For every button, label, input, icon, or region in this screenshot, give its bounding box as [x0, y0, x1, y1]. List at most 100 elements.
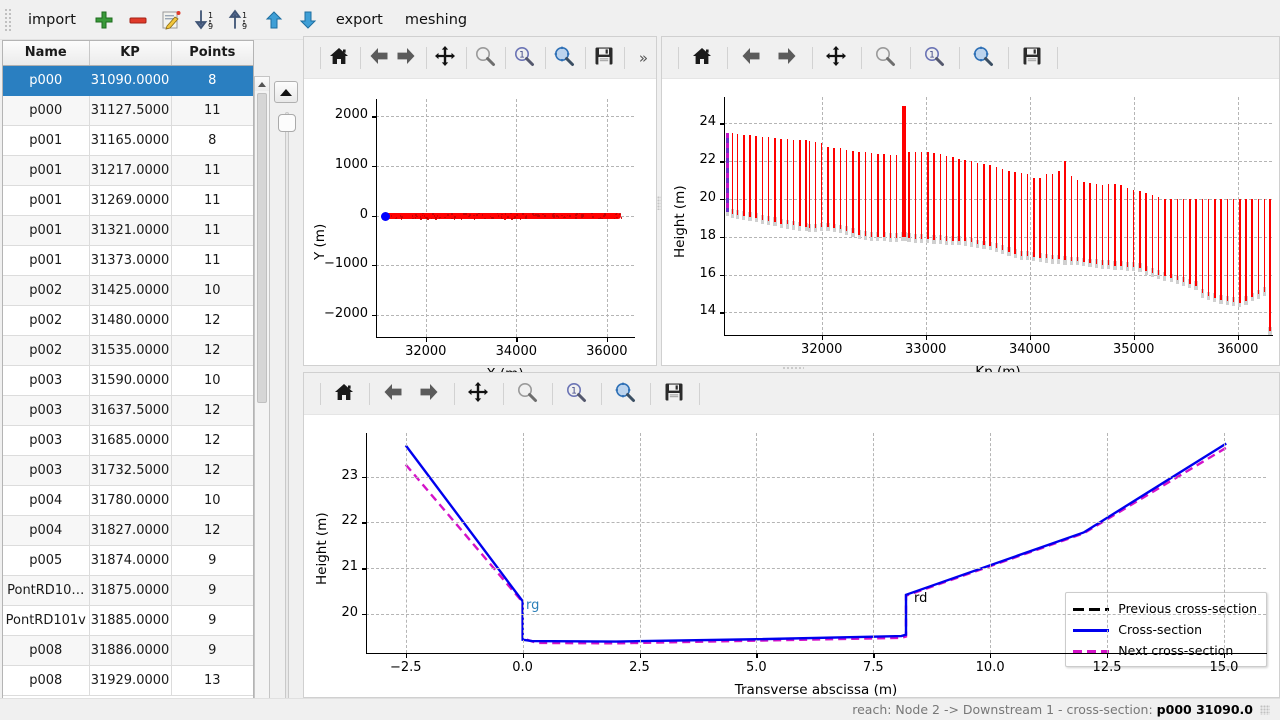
zoom-region-icon: [553, 45, 575, 70]
table-row[interactable]: p002 31535.0000 12: [3, 335, 253, 365]
move-up-button[interactable]: [257, 5, 291, 35]
zoom-button[interactable]: [868, 41, 902, 75]
zoom-region-button[interactable]: [608, 377, 642, 411]
profile-selected-section: [726, 133, 729, 212]
toolbar-drag-grip[interactable]: [3, 7, 12, 33]
cell-kp: 31885.0000: [89, 605, 171, 635]
home-button[interactable]: [327, 41, 352, 75]
slider-groove[interactable]: [285, 112, 289, 710]
add-cross-section-button[interactable]: [87, 5, 121, 35]
longitudinal-profile-toolbar: 1: [662, 37, 1279, 79]
zoom-button[interactable]: [510, 377, 544, 411]
edit-cross-section-button[interactable]: [155, 5, 189, 35]
table-row[interactable]: p002 31425.0000 10: [3, 275, 253, 305]
toolbar-separator: [650, 383, 651, 405]
table-row[interactable]: p000 31127.5000 11: [3, 95, 253, 125]
profile-cross-section-bar: [809, 141, 811, 228]
home-button[interactable]: [685, 41, 719, 75]
table-row[interactable]: p005 31874.0000 9: [3, 545, 253, 575]
column-header-name[interactable]: Name: [3, 41, 89, 65]
save-figure-button[interactable]: [657, 377, 691, 411]
forward-button[interactable]: [393, 41, 418, 75]
plan-view-point: [437, 215, 439, 217]
profile-cross-section-bar: [952, 157, 954, 240]
toolbar-overflow-button[interactable]: »: [631, 49, 656, 67]
legend-label-next: Next cross-section: [1118, 643, 1233, 658]
column-header-kp[interactable]: KP: [89, 41, 171, 65]
meshing-button[interactable]: meshing: [394, 8, 478, 32]
table-row[interactable]: p008 31886.0000 9: [3, 635, 253, 665]
table-row[interactable]: p001 31269.0000 11: [3, 185, 253, 215]
zoom-reset-button[interactable]: 1: [559, 377, 593, 411]
sort-descending-button[interactable]: 1 9: [189, 5, 223, 35]
plan-view-point: [504, 219, 506, 221]
tick-label-x: 15.0: [1184, 660, 1264, 675]
zoom-reset-button[interactable]: 1: [917, 41, 951, 75]
move-down-button[interactable]: [291, 5, 325, 35]
table-vertical-scrollbar[interactable]: [254, 76, 270, 720]
forward-button[interactable]: [412, 377, 446, 411]
table-row[interactable]: p001 31165.0000 8: [3, 125, 253, 155]
scroll-up-arrow[interactable]: [255, 77, 269, 91]
axis-label-y: Height (m): [672, 185, 688, 258]
table-row[interactable]: p004 31780.0000 10: [3, 485, 253, 515]
scrollbar-thumb[interactable]: [257, 93, 267, 403]
zoom-region-button[interactable]: [966, 41, 1000, 75]
axis-spine-left: [366, 433, 367, 654]
profile-cross-section-bar: [1027, 174, 1029, 255]
table-row[interactable]: PontRD101v 31885.0000 9: [3, 605, 253, 635]
plan-view-point: [575, 217, 577, 219]
remove-cross-section-button[interactable]: [121, 5, 155, 35]
pan-button[interactable]: [433, 41, 458, 75]
column-header-points[interactable]: Points: [171, 41, 253, 65]
table-row[interactable]: p004 31827.0000 12: [3, 515, 253, 545]
table-row[interactable]: p001 31321.0000 11: [3, 215, 253, 245]
back-button[interactable]: [734, 41, 768, 75]
table-row[interactable]: p008 31929.0000 13: [3, 665, 253, 695]
zoom-region-button[interactable]: [552, 41, 577, 75]
cell-kp: 31780.0000: [89, 485, 171, 515]
tick-label-x: −2.5: [366, 660, 446, 675]
zoom-button[interactable]: [472, 41, 497, 75]
save-figure-button[interactable]: [1015, 41, 1049, 75]
cross-section-table-container[interactable]: Name KP Points p000 31090.0000 8 p000 31127.…: [2, 40, 254, 700]
slider-handle[interactable]: [278, 114, 296, 132]
pan-button[interactable]: [819, 41, 853, 75]
navigate-previous-button[interactable]: [274, 81, 298, 103]
longitudinal-profile-canvas[interactable]: 3200033000340003500036000141618202224Kp …: [662, 79, 1279, 365]
plan-view-point: [621, 217, 623, 219]
forward-button[interactable]: [770, 41, 804, 75]
table-row[interactable]: p003 31637.5000 12: [3, 395, 253, 425]
plan-view-point: [451, 213, 453, 215]
table-row[interactable]: p002 31480.0000 12: [3, 305, 253, 335]
cross-section-canvas[interactable]: Previous cross-section Cross-section Nex…: [304, 415, 1279, 697]
plan-view-canvas[interactable]: 320003400036000−2000−1000010002000X (m)Y…: [304, 79, 656, 365]
table-row[interactable]: p003 31590.0000 10: [3, 365, 253, 395]
plan-view-point: [592, 216, 594, 218]
home-button[interactable]: [327, 377, 361, 411]
back-button[interactable]: [366, 41, 391, 75]
status-value: p000 31090.0: [1157, 702, 1253, 717]
back-button[interactable]: [376, 377, 410, 411]
table-row[interactable]: p001 31373.0000 11: [3, 245, 253, 275]
table-row[interactable]: PontRD10… 31875.0000 9: [3, 575, 253, 605]
export-button[interactable]: export: [325, 8, 394, 32]
resize-grip[interactable]: [1260, 705, 1270, 715]
table-row[interactable]: p003 31732.5000 12: [3, 455, 253, 485]
cell-points: 10: [171, 275, 253, 305]
table-row[interactable]: p001 31217.0000 11: [3, 155, 253, 185]
gridline-horizontal: [366, 568, 1266, 569]
tick-mark-y: [372, 166, 376, 167]
profile-cross-section-bar: [1077, 180, 1079, 261]
pan-button[interactable]: [461, 377, 495, 411]
cross-section-navigator-slider[interactable]: [274, 76, 300, 720]
save-figure-button[interactable]: [591, 41, 616, 75]
table-row[interactable]: p003 31685.0000 12: [3, 425, 253, 455]
import-button[interactable]: import: [17, 8, 87, 32]
zoom-region-icon: [614, 381, 636, 406]
table-row[interactable]: p000 31090.0000 8: [3, 65, 253, 95]
cell-kp: 31480.0000: [89, 305, 171, 335]
profile-cross-section-bar: [1220, 199, 1222, 300]
zoom-reset-button[interactable]: 1: [512, 41, 537, 75]
sort-ascending-button[interactable]: 1 9: [223, 5, 257, 35]
